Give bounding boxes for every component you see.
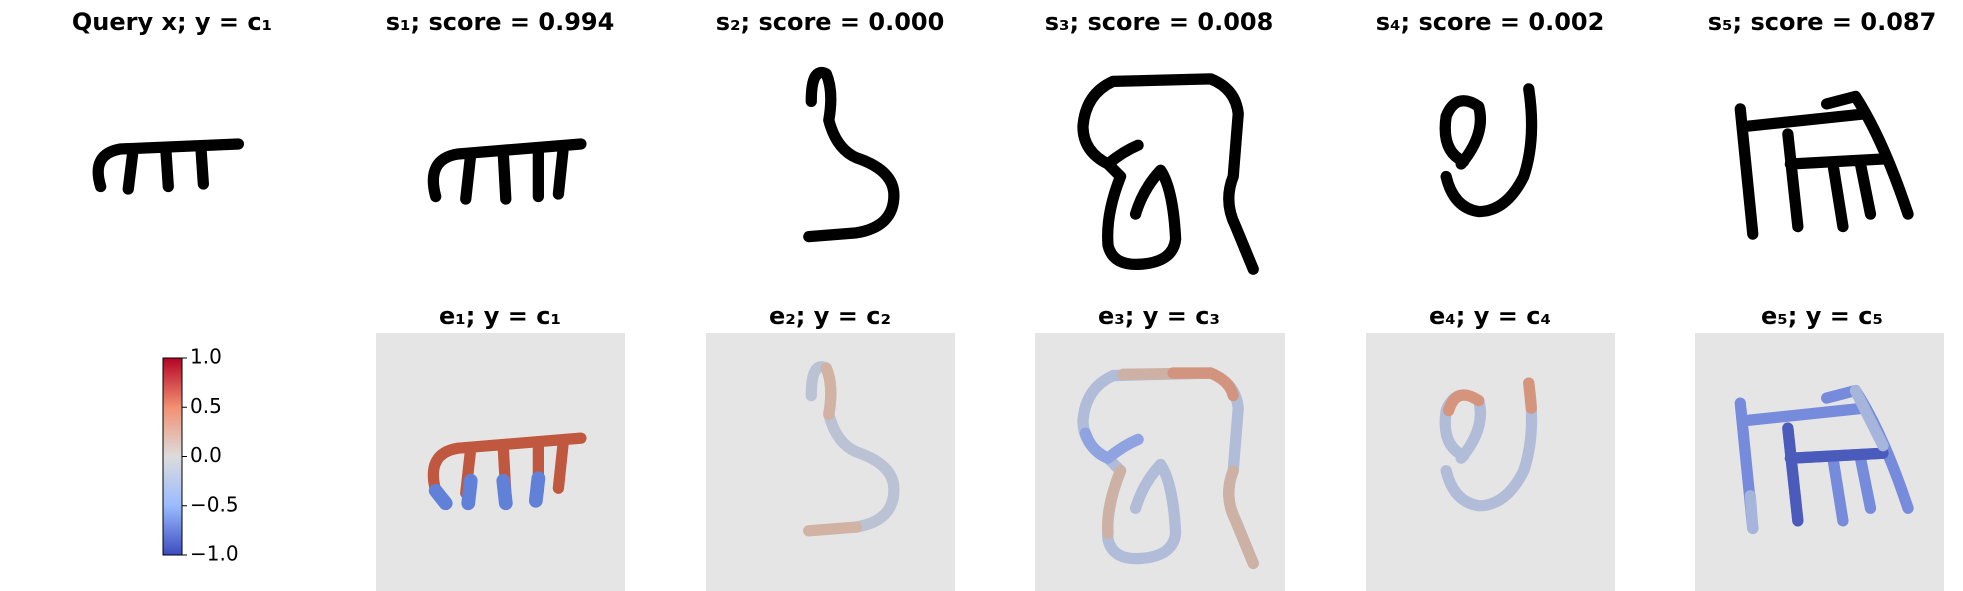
heat-glyph — [428, 438, 581, 511]
heat-glyph — [803, 362, 894, 537]
colorbar-tick-label: −0.5 — [190, 492, 239, 516]
glyph-part — [1782, 422, 1889, 527]
colorbar-tick-label: 0.5 — [190, 394, 222, 418]
heat-glyph — [1740, 384, 1908, 534]
panel-title: Query x; y = c₁ — [72, 8, 272, 36]
glyph-part — [1167, 367, 1239, 402]
glyph — [433, 144, 581, 199]
colorbar-bar — [162, 357, 183, 556]
panel-title: s₂; score = 0.000 — [716, 8, 945, 36]
colorbar-tick-label: 1.0 — [190, 345, 222, 369]
heat-glyph — [1079, 367, 1253, 570]
colorbar-tick-label: 0.0 — [190, 443, 222, 467]
explanation-title: e₄; y = c₄ — [1429, 302, 1551, 330]
explanation-title: e₂; y = c₂ — [769, 302, 891, 330]
glyph-part — [1442, 377, 1537, 417]
panel-title: s₅; score = 0.087 — [1708, 8, 1937, 36]
colorbar-tick-label: −1.0 — [190, 542, 239, 566]
panel-title: s₁; score = 0.994 — [386, 8, 615, 36]
glyph-part — [428, 471, 546, 511]
explanation-maps — [376, 333, 1944, 591]
glyph-part — [1744, 384, 1889, 534]
glyph — [1083, 79, 1253, 269]
glyph — [1445, 89, 1531, 212]
glyph — [809, 73, 894, 237]
colorbar: 1.0 0.5 0.0 −0.5 −1.0 — [162, 345, 239, 566]
explanation-title: e₃; y = c₃ — [1098, 302, 1220, 330]
glyph — [1740, 96, 1908, 234]
panel-title: s₃; score = 0.008 — [1045, 8, 1274, 36]
glyph-part — [803, 362, 862, 537]
map-background — [1366, 333, 1615, 591]
explanation-title: e₅; y = c₅ — [1761, 302, 1883, 330]
glyph — [98, 144, 238, 189]
glyphs — [98, 73, 1908, 270]
explanation-title: e₁; y = c₁ — [439, 302, 561, 330]
glyph-part — [1079, 427, 1144, 464]
panel-title: s₄; score = 0.002 — [1376, 8, 1605, 36]
heat-glyph — [1445, 383, 1531, 506]
